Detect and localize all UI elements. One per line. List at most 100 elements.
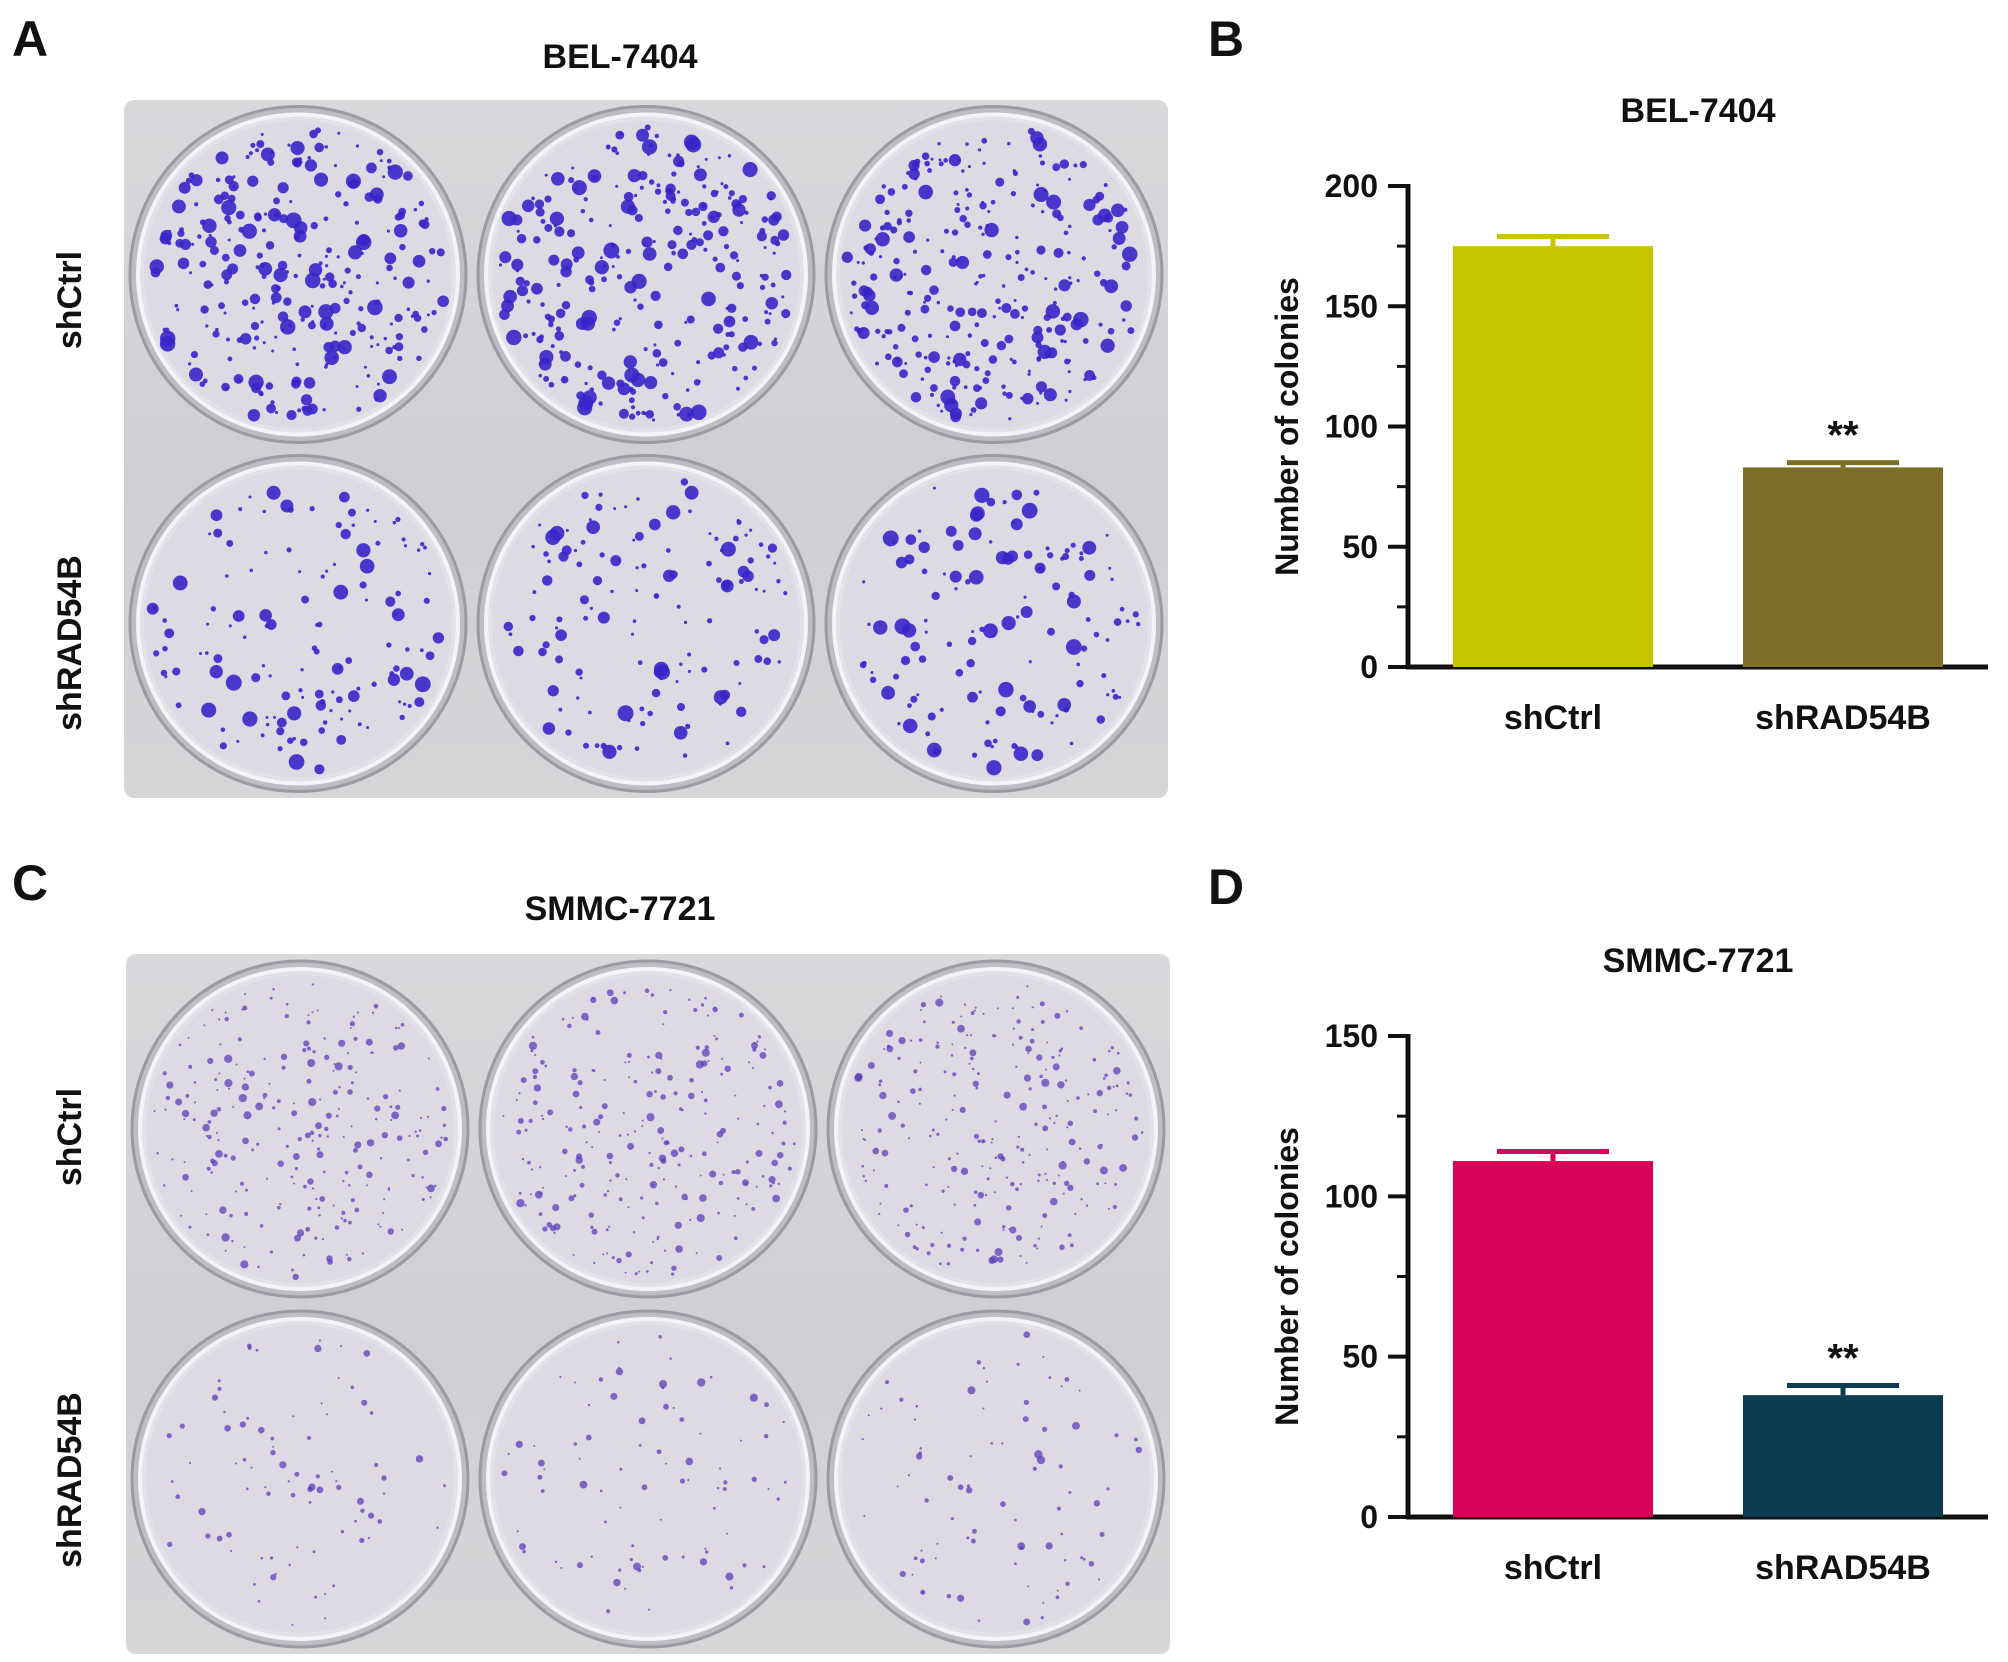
colony [1068,389,1072,394]
colony [751,1206,756,1211]
colony [1016,995,1020,999]
colony [332,1584,336,1588]
colony [1056,1589,1059,1592]
culture-well [476,105,816,444]
colony [1001,302,1012,314]
colony [443,1484,446,1488]
colony [1121,261,1131,271]
colony [1041,210,1045,214]
colony [216,1088,219,1091]
colony [341,1210,346,1215]
colony [325,264,329,268]
colony [1015,745,1019,749]
colony [294,1167,298,1171]
colony [270,1436,275,1441]
colony [556,616,563,623]
colony [995,706,1006,717]
colony [360,251,364,255]
colony [516,1129,522,1135]
colony [725,1532,728,1535]
colony [952,385,957,390]
colony [930,157,934,161]
colony [927,712,936,721]
colony [732,535,739,542]
colony [290,140,305,156]
colony [225,337,230,342]
colony [366,1139,375,1147]
culture-plate-c-wells [130,959,1166,1649]
colony [182,1173,189,1181]
colony [716,1130,724,1138]
colony [986,760,1002,776]
colony [538,647,547,657]
colony [636,497,640,501]
colony [336,734,347,745]
error-bar-shrad54b [1786,1383,1900,1396]
colony [1001,284,1006,288]
colony [394,313,403,323]
colony [610,243,616,249]
colony [927,168,932,173]
colony [589,606,594,610]
colony [395,516,401,523]
colony [316,1151,324,1159]
colony [737,565,750,578]
colony [641,1216,645,1220]
colony [1070,318,1083,331]
colony [302,1253,306,1257]
colony [530,1168,534,1171]
colony [951,229,959,236]
colony [599,256,603,260]
colony [1020,396,1024,400]
colony [325,1112,332,1119]
colony [1103,183,1108,187]
colony [561,1017,565,1021]
colony [386,229,391,233]
colony [355,384,359,388]
colony [1014,1518,1017,1522]
colony [391,608,405,622]
colony [973,384,981,393]
colony [910,641,921,652]
colony [973,1009,976,1012]
colony [649,1181,658,1189]
colony [399,714,405,721]
colony [1133,1437,1138,1442]
colony [974,366,980,372]
colony [1134,1116,1139,1121]
colony [655,1201,659,1206]
colony [634,213,643,223]
colony [978,690,982,694]
colony [792,1142,796,1146]
culture-plate-a [124,100,1168,798]
colony [256,1142,260,1146]
colony [919,1558,925,1564]
colony [763,1433,769,1439]
colony [421,1176,424,1179]
colony [314,689,324,699]
colony [662,1554,669,1561]
colony [394,1026,398,1030]
colony [1030,203,1035,208]
colony [591,174,599,182]
colony [644,124,651,131]
colony [764,318,771,325]
chart-title: BEL-7404 [1621,92,1776,130]
colony [311,1139,314,1142]
colony [230,1155,236,1161]
colony [615,184,619,188]
colony [348,178,359,189]
colony [298,570,302,574]
colony [177,257,190,270]
colony [1046,347,1058,359]
colony [965,206,970,211]
colony [1076,279,1080,283]
colony [877,1128,882,1133]
colony [1111,203,1125,218]
colony [934,1557,937,1560]
colony [237,1037,242,1042]
colony [558,551,569,562]
colony [395,590,402,597]
colony [663,1403,670,1410]
colony [913,1418,917,1421]
